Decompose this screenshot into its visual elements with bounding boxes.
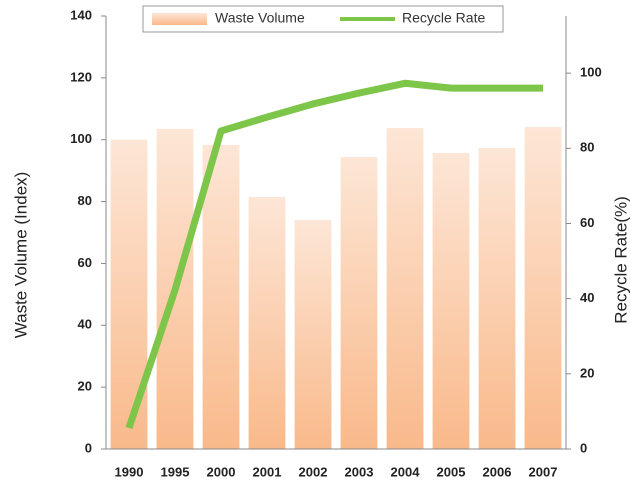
y2-tick-label: 40 [580,290,594,305]
y-tick-label: 120 [70,69,92,84]
x-tick-label: 1990 [115,464,144,479]
x-tick-label: 2003 [345,464,374,479]
y2-axis-title: Recycle Rate(%) [611,196,630,324]
bar [110,139,148,449]
x-tick-label: 2007 [529,464,558,479]
y2-tick-label: 20 [580,365,594,380]
bar [294,220,332,449]
bar [340,157,378,449]
y-tick-label: 40 [78,317,92,332]
legend-swatch [152,13,207,25]
legend-label: Recycle Rate [402,10,485,26]
line [125,79,543,430]
y-tick-label: 100 [70,131,92,146]
y-tick-label: 0 [85,440,92,455]
y2-tick-label: 100 [580,65,602,80]
y2-tick-label: 0 [580,440,587,455]
x-tick-label: 2006 [483,464,512,479]
bar [248,196,286,449]
x-tick-label: 2005 [437,464,466,479]
y2-tick-label: 60 [580,215,594,230]
y-axis-title: Waste Volume (Index) [11,172,30,339]
y-tick-label: 80 [78,193,92,208]
x-tick-label: 2002 [299,464,328,479]
y-tick-label: 20 [78,379,92,394]
y-tick-label: 140 [70,7,92,22]
bar [386,127,424,449]
x-tick-label: 2001 [253,464,282,479]
legend-label: Waste Volume [215,10,305,26]
y-tick-label: 60 [78,255,92,270]
x-tick-label: 2004 [391,464,421,479]
bar [524,127,562,449]
bar [202,144,240,449]
bar [478,148,516,449]
x-tick-label: 1995 [161,464,190,479]
x-tick-label: 2000 [207,464,236,479]
bar [432,153,470,450]
y2-tick-label: 80 [580,140,594,155]
